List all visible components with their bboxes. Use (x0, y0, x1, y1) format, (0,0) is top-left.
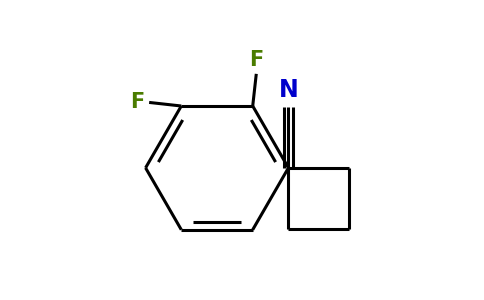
Text: N: N (279, 78, 298, 102)
Text: F: F (249, 50, 263, 70)
Text: F: F (131, 92, 145, 112)
